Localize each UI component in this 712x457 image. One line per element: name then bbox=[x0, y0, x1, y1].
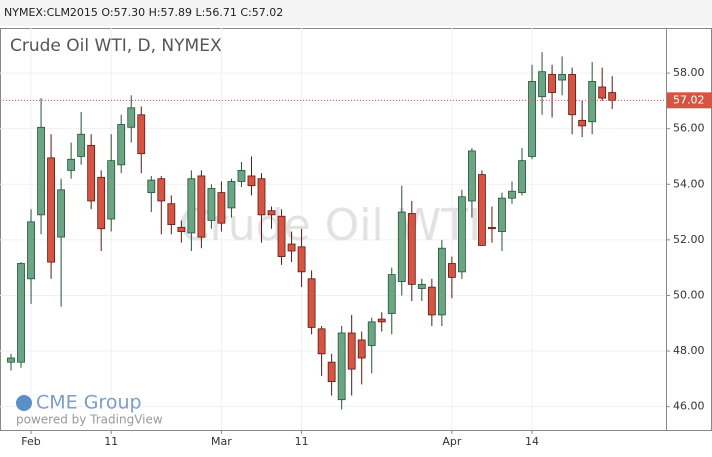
x-tick-label: Feb bbox=[21, 435, 40, 448]
logo: CME Group bbox=[36, 392, 142, 414]
candle-body bbox=[17, 263, 25, 363]
x-tick-label: 11 bbox=[104, 435, 118, 448]
candle-body bbox=[387, 274, 396, 314]
y-tick-label: 46.00 bbox=[673, 400, 705, 413]
candle-body bbox=[127, 107, 136, 128]
candle-body bbox=[377, 318, 386, 323]
candle-body bbox=[447, 263, 456, 278]
candle-body bbox=[57, 189, 65, 238]
candle-body bbox=[97, 176, 106, 230]
x-tick-label: 14 bbox=[525, 435, 539, 448]
watermark: Crude Oil WTI bbox=[179, 200, 481, 251]
candle-body bbox=[137, 114, 146, 155]
candle-body bbox=[508, 190, 516, 199]
candle-body bbox=[297, 246, 306, 273]
candle-body bbox=[427, 286, 436, 316]
candle-body bbox=[578, 119, 587, 127]
candle-body bbox=[488, 226, 496, 230]
candle-body bbox=[498, 197, 506, 232]
candle-body bbox=[417, 283, 426, 289]
candle-body bbox=[548, 74, 556, 93]
candle-body bbox=[347, 332, 356, 370]
candle-body bbox=[147, 179, 156, 194]
candle-body bbox=[407, 213, 416, 285]
y-tick-label: 50.00 bbox=[673, 288, 705, 301]
candle-body bbox=[117, 124, 126, 166]
y-tick-label: 56.00 bbox=[673, 122, 705, 135]
candle-body bbox=[478, 174, 486, 246]
candle-body bbox=[267, 210, 276, 216]
candle-body bbox=[7, 357, 15, 363]
candle-body bbox=[107, 160, 116, 220]
candle-body bbox=[568, 74, 577, 116]
last-price-label: 57.02 bbox=[673, 93, 705, 106]
candle-body bbox=[327, 361, 336, 383]
candle-body bbox=[277, 215, 286, 257]
candle-body bbox=[287, 243, 296, 252]
candle-body bbox=[538, 71, 546, 98]
x-tick-label: Apr bbox=[442, 435, 462, 448]
y-tick-label: 52.00 bbox=[673, 233, 705, 246]
y-tick-label: 48.00 bbox=[673, 344, 705, 357]
x-tick-label: Mar bbox=[211, 435, 232, 448]
credit: powered by TradingView bbox=[16, 413, 163, 427]
candle-body bbox=[157, 178, 166, 202]
candle-body bbox=[307, 278, 316, 328]
candle-body bbox=[437, 247, 446, 316]
candle-body bbox=[337, 332, 346, 401]
candle-body bbox=[37, 126, 45, 216]
candle-body bbox=[227, 181, 236, 209]
candle-body bbox=[357, 339, 366, 359]
candle-body bbox=[197, 175, 206, 238]
candle-body bbox=[207, 188, 216, 221]
logo-icon bbox=[16, 395, 32, 411]
candle-body bbox=[87, 144, 96, 202]
candle-body bbox=[528, 81, 536, 157]
candle-body bbox=[518, 160, 526, 194]
candle-body bbox=[608, 92, 617, 101]
candle-body bbox=[588, 81, 597, 123]
candle-body bbox=[558, 74, 566, 81]
candle-body bbox=[187, 178, 196, 234]
candle-body bbox=[457, 196, 466, 273]
candle-body bbox=[177, 226, 186, 232]
last-price-box bbox=[667, 92, 712, 109]
candle-body bbox=[257, 178, 266, 216]
candle-body bbox=[67, 158, 76, 171]
candle-body bbox=[468, 150, 476, 202]
candle-body bbox=[77, 133, 86, 157]
y-tick-label: 58.00 bbox=[673, 66, 705, 79]
candle-body bbox=[167, 203, 176, 225]
candle-body bbox=[247, 175, 256, 187]
x-tick-label: 11 bbox=[295, 435, 309, 448]
candle-body bbox=[217, 192, 226, 224]
y-tick-label: 54.00 bbox=[673, 177, 705, 190]
candle-body bbox=[317, 328, 326, 355]
candle-body bbox=[598, 86, 607, 99]
chart-title: Crude Oil WTI, D, NYMEX bbox=[10, 36, 222, 56]
candle-body bbox=[27, 221, 35, 280]
candle-body bbox=[237, 169, 246, 182]
candle-body bbox=[47, 157, 55, 263]
header-bar bbox=[0, 0, 712, 26]
candle-body bbox=[397, 211, 406, 282]
candle-body bbox=[367, 321, 376, 346]
header-text: NYMEX:CLM2015 O:57.30 H:57.89 L:56.71 C:… bbox=[4, 6, 283, 19]
